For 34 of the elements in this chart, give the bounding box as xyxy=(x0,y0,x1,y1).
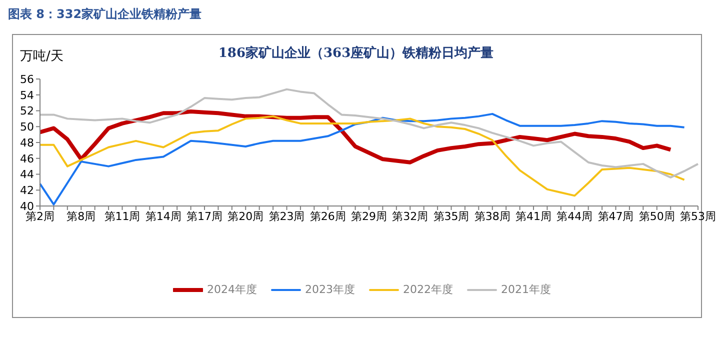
x-tick-label: 第23周 xyxy=(268,210,305,223)
y-tick-label: 44 xyxy=(20,168,34,182)
y-tick-label: 54 xyxy=(20,88,34,102)
x-tick-label: 第11周 xyxy=(104,210,140,223)
x-tick-label: 第20周 xyxy=(228,210,264,223)
y-tick-label: 42 xyxy=(20,184,34,198)
legend-label: 2022年度 xyxy=(402,282,453,297)
x-tick-label: 第35周 xyxy=(433,210,470,223)
legend-label: 2021年度 xyxy=(500,282,551,297)
line-series xyxy=(39,88,699,178)
x-tick-label: 第53周 xyxy=(680,210,716,223)
y-tick-label: 50 xyxy=(20,120,34,134)
x-tick-label: 第38周 xyxy=(474,210,510,223)
y-tick-label: 48 xyxy=(20,136,34,150)
chart-title: 186家矿山企业（363座矿山）铁精粉日均产量 xyxy=(218,46,494,61)
legend-label: 2024年度 xyxy=(206,282,257,297)
text: 图表 8：332家矿山企业铁精粉产量 xyxy=(8,6,202,23)
y-axis-title: 万吨/天 xyxy=(20,48,64,65)
y-tick-label: 56 xyxy=(20,72,34,86)
x-tick-label: 第8周 xyxy=(66,210,96,223)
x-tick-label: 第2周 xyxy=(26,210,54,223)
x-tick-label: 第32周 xyxy=(392,210,428,223)
x-tick-label: 第44周 xyxy=(556,210,593,223)
y-tick-label: 46 xyxy=(20,152,34,166)
x-tick-label: 第17周 xyxy=(186,210,222,223)
x-tick-label: 第26周 xyxy=(310,210,346,223)
x-tick-label: 第14周 xyxy=(145,210,182,223)
x-tick-label: 第29周 xyxy=(351,210,387,223)
x-tick-label: 第41周 xyxy=(516,210,552,223)
y-tick-label: 52 xyxy=(20,104,34,118)
line-series xyxy=(38,110,673,164)
legend-label: 2023年度 xyxy=(304,282,355,297)
x-tick-label: 第47周 xyxy=(598,210,634,223)
x-tick-label: 第50周 xyxy=(638,210,675,223)
